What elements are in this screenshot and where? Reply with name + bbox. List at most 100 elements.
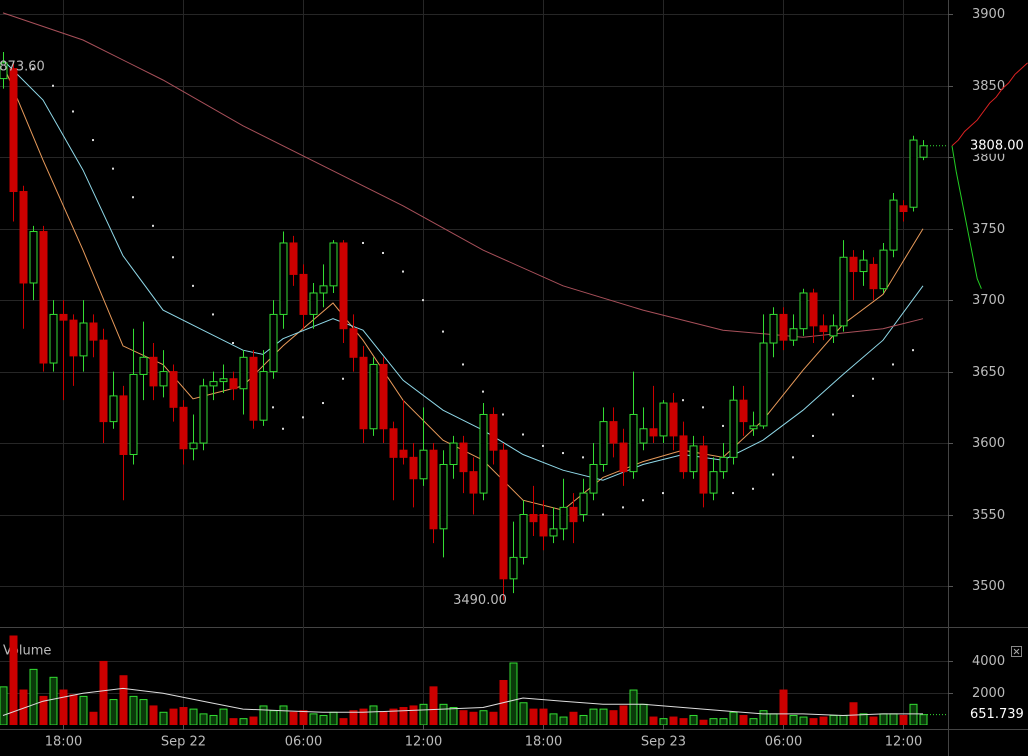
- volume-bar: [849, 702, 858, 725]
- candle-body: [149, 356, 158, 387]
- volume-bar: [389, 708, 398, 725]
- close-icon[interactable]: [1013, 648, 1020, 655]
- volume-bar: [459, 710, 468, 725]
- volume-bar: [409, 705, 418, 725]
- volume-bar: [489, 711, 498, 725]
- candle-body: [0, 62, 8, 80]
- volume-bar: [539, 708, 548, 725]
- sar-dot: [272, 406, 274, 409]
- candle-body: [649, 428, 658, 437]
- candle-body: [49, 313, 58, 364]
- candle-body: [19, 191, 28, 284]
- volume-bar: [89, 711, 98, 725]
- volume-bar: [879, 713, 888, 725]
- volume-bar: [259, 705, 268, 725]
- y-tick-label: 3850: [972, 79, 1005, 94]
- volume-bar: [469, 711, 478, 725]
- candle-body: [529, 514, 538, 523]
- volume-bar: [859, 713, 868, 725]
- sar-dot: [752, 487, 754, 490]
- sar-dot: [462, 363, 464, 366]
- candle-body: [659, 402, 668, 437]
- sar-dot: [212, 313, 214, 316]
- sar-dot: [522, 433, 524, 436]
- volume-bar: [119, 675, 128, 725]
- candle-body: [879, 249, 888, 290]
- volume-bar: [319, 714, 328, 725]
- candle-body: [669, 402, 678, 437]
- close-button[interactable]: [1011, 646, 1022, 657]
- volume-bar: [289, 711, 298, 725]
- sar-dot: [832, 413, 834, 416]
- x-tick-label: 18:00: [525, 735, 562, 750]
- x-tick-label: 12:00: [885, 735, 922, 750]
- volume-bar: [129, 695, 138, 725]
- sar-dot: [602, 513, 604, 516]
- depth-line: [951, 145, 982, 289]
- candle-body: [329, 242, 338, 287]
- volume-bar: [649, 716, 658, 725]
- y-tick-label: 4000: [972, 654, 1005, 669]
- candle-body: [719, 456, 728, 473]
- volume-bar: [109, 699, 118, 725]
- sar-dot: [192, 284, 194, 287]
- candle-body: [209, 381, 218, 387]
- candle-body: [89, 322, 98, 341]
- candle-body: [709, 471, 718, 494]
- candle-body: [859, 259, 868, 273]
- sar-dot: [342, 377, 344, 380]
- candle-body: [29, 231, 38, 284]
- candle-body: [199, 385, 208, 444]
- x-tick-label: Sep 22: [161, 735, 206, 750]
- low-label: 3490.00: [453, 593, 507, 608]
- candle-body: [589, 463, 598, 494]
- volume-bar: [309, 713, 318, 725]
- volume-bar: [619, 705, 628, 725]
- candle-body: [119, 395, 128, 455]
- candle-body: [689, 445, 698, 473]
- sar-dot: [722, 424, 724, 427]
- volume-bar: [559, 716, 568, 725]
- candle-body: [629, 413, 638, 473]
- candle-body: [99, 339, 108, 423]
- candle-body: [129, 373, 138, 455]
- candle-body: [359, 356, 368, 430]
- candle-body: [539, 514, 548, 537]
- candle-body: [289, 242, 298, 275]
- candle-body: [639, 428, 648, 444]
- volume-bar: [779, 689, 788, 725]
- sar-dot: [682, 399, 684, 402]
- candle-body: [279, 242, 288, 315]
- candle-body: [239, 356, 248, 390]
- y-tick-label: 3650: [972, 365, 1005, 380]
- sar-dot: [172, 256, 174, 259]
- volume-bar: [379, 711, 388, 725]
- volume-bar: [789, 714, 798, 725]
- last-volume-label: 651.739: [970, 707, 1024, 722]
- volume-bar: [159, 711, 168, 725]
- x-tick-label: 12:00: [405, 735, 442, 750]
- sar-dot: [362, 241, 364, 244]
- x-tick-label: 18:00: [45, 735, 82, 750]
- volume-bar: [479, 710, 488, 725]
- candle-body: [269, 313, 278, 373]
- candle-body: [599, 421, 608, 465]
- volume-bar: [189, 708, 198, 725]
- volume-bar: [429, 686, 438, 725]
- candle-body: [899, 205, 908, 213]
- volume-bar: [869, 716, 878, 725]
- candle-body: [569, 506, 578, 523]
- candle-body: [759, 342, 768, 427]
- x-tick-label: Sep 23: [641, 735, 686, 750]
- volume-bar: [299, 710, 308, 725]
- candle-body: [609, 421, 618, 444]
- y-tick-label: 3600: [972, 436, 1005, 451]
- candle-body: [59, 313, 68, 321]
- candle-body: [339, 242, 348, 330]
- sar-dot: [912, 349, 914, 352]
- candle-body: [619, 442, 628, 473]
- volume-bar: [349, 710, 358, 725]
- candle-body: [559, 506, 568, 530]
- sar-dot: [622, 506, 624, 509]
- y-tick-label: 3500: [972, 579, 1005, 594]
